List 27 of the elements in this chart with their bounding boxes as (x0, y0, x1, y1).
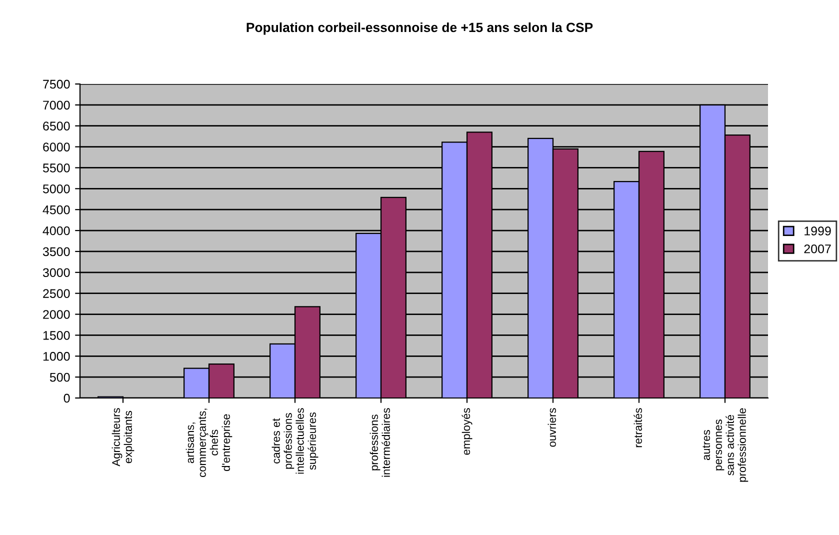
x-tick-label: professions intermédiaires (370, 408, 390, 477)
y-tick-label: 0 (64, 394, 70, 403)
y-tick-label: 3500 (42, 247, 70, 256)
x-tick-label: ouvriers (548, 408, 556, 447)
y-tick-label: 1500 (43, 331, 70, 340)
y-tick-label: 1000 (43, 352, 70, 361)
y-tick-label: 6000 (43, 142, 70, 152)
x-tick-label: employés (462, 408, 472, 455)
legend-label: 2007 (804, 244, 831, 254)
y-tick-label: 4500 (42, 205, 70, 214)
y-tick-label: 5000 (42, 184, 70, 194)
y-tick-label: 4000 (42, 226, 70, 236)
y-tick-label: 6500 (43, 122, 70, 131)
x-tick-label: retraités (634, 408, 642, 448)
chart-title: Population corbeil-essonnoise de +15 ans selon la CSP (246, 22, 593, 35)
x-tick-label: autres personnes sans activité professionnelle (702, 408, 748, 482)
y-tick-label: 2000 (43, 310, 70, 319)
y-tick-label: 5500 (42, 164, 70, 172)
y-tick-label: 7000 (43, 100, 70, 110)
x-tick-label: cadres et professions intellectuelles supérieures (272, 408, 318, 474)
x-tick-label: Agriculteurs exploitants (112, 408, 134, 466)
y-tick-label: 7500 (43, 80, 70, 89)
x-tick-label: artisans, commerçants, chefs d'entreprise (186, 408, 232, 478)
y-tick-label: 2500 (43, 289, 70, 298)
legend-label: 1999 (804, 226, 831, 236)
y-tick-label: 3000 (42, 268, 70, 278)
y-tick-label: 500 (50, 372, 70, 382)
